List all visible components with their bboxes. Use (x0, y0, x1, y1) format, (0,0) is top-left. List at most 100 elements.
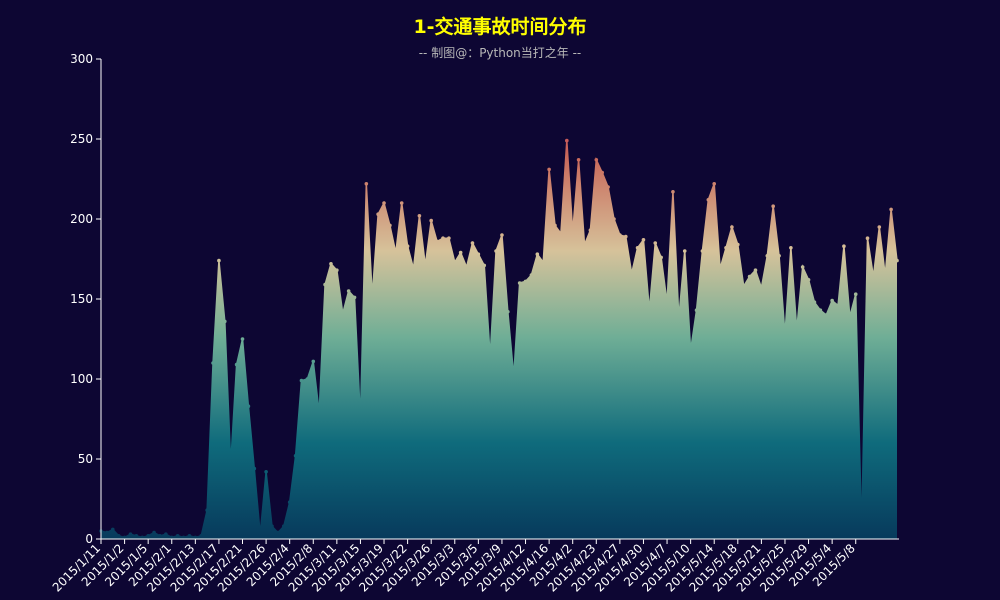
data-point (600, 170, 604, 175)
data-point (105, 530, 109, 535)
data-point (853, 292, 858, 297)
y-tick-label: 250 (70, 132, 93, 146)
data-point (299, 378, 304, 383)
data-point (588, 228, 593, 232)
data-point (122, 535, 127, 540)
data-point (523, 279, 528, 284)
data-point (370, 294, 375, 298)
data-point (335, 268, 339, 273)
data-point (570, 230, 575, 234)
data-point (824, 313, 829, 317)
data-point (423, 263, 428, 268)
data-point (311, 359, 316, 364)
data-point (859, 529, 864, 533)
data-point (382, 201, 386, 205)
data-point (152, 530, 156, 535)
y-tick-label: 300 (70, 52, 93, 66)
data-point (364, 182, 369, 186)
chart-title: 1-交通事故时间分布 (413, 16, 587, 38)
data-point (158, 534, 162, 538)
series-line (100, 140, 898, 539)
data-point (877, 225, 882, 229)
data-point (352, 295, 357, 300)
data-point (783, 332, 787, 337)
data-point (394, 250, 398, 255)
data-point (777, 254, 781, 258)
data-point (223, 319, 227, 324)
data-point (234, 362, 239, 367)
data-point (293, 454, 298, 458)
data-point (240, 337, 245, 341)
data-point (110, 527, 115, 532)
data-point (470, 241, 475, 245)
data-point (211, 361, 215, 365)
data-point (806, 278, 811, 282)
data-point (535, 252, 540, 256)
data-point (270, 524, 274, 528)
data-point (252, 466, 257, 471)
data-point (128, 532, 133, 536)
data-point (883, 273, 888, 277)
data-point (724, 246, 728, 250)
data-point (517, 281, 522, 285)
data-point (747, 274, 752, 279)
data-point (659, 255, 663, 260)
data-point (842, 244, 846, 248)
data-point (193, 535, 198, 540)
data-point (323, 282, 327, 287)
y-tick-label: 50 (78, 452, 93, 466)
data-point (671, 190, 675, 194)
data-point (529, 273, 534, 277)
data-point (388, 223, 392, 228)
data-point (305, 377, 310, 381)
data-point (736, 242, 740, 247)
data-point (688, 348, 693, 353)
data-point (682, 249, 687, 253)
data-point (140, 535, 145, 540)
data-point (429, 218, 433, 223)
data-point (181, 535, 186, 540)
data-point (753, 268, 758, 273)
chart-subtitle: -- 制图@：Python当打之年 -- (418, 46, 582, 60)
data-point (405, 244, 410, 248)
data-point (565, 138, 569, 143)
data-point (730, 225, 734, 229)
data-point (641, 238, 646, 242)
data-point (488, 354, 492, 359)
data-point (541, 260, 546, 265)
data-point (116, 534, 121, 538)
data-point (812, 300, 817, 305)
data-point (694, 308, 699, 313)
data-point (712, 182, 717, 186)
data-point (800, 265, 805, 269)
data-point (647, 308, 652, 313)
data-point (482, 263, 487, 268)
data-point (134, 534, 139, 538)
data-point (175, 534, 180, 538)
data-point (718, 266, 722, 271)
data-point (741, 284, 746, 289)
data-point (476, 252, 481, 256)
data-point (765, 254, 770, 258)
area-fill (101, 140, 897, 539)
data-point (500, 233, 504, 237)
data-point (623, 234, 628, 239)
data-point (217, 258, 221, 263)
data-point (435, 239, 439, 244)
data-point (376, 212, 380, 216)
data-point (228, 462, 233, 466)
data-point (871, 274, 876, 279)
data-point (276, 530, 280, 535)
data-point (287, 500, 292, 505)
data-point (759, 286, 764, 290)
data-point (164, 532, 168, 536)
data-point (836, 303, 840, 308)
data-point (830, 298, 834, 303)
data-point (205, 508, 209, 512)
data-point (677, 316, 681, 321)
data-point (447, 236, 451, 240)
data-point (594, 158, 599, 162)
data-point (511, 374, 516, 378)
data-point (771, 204, 775, 208)
